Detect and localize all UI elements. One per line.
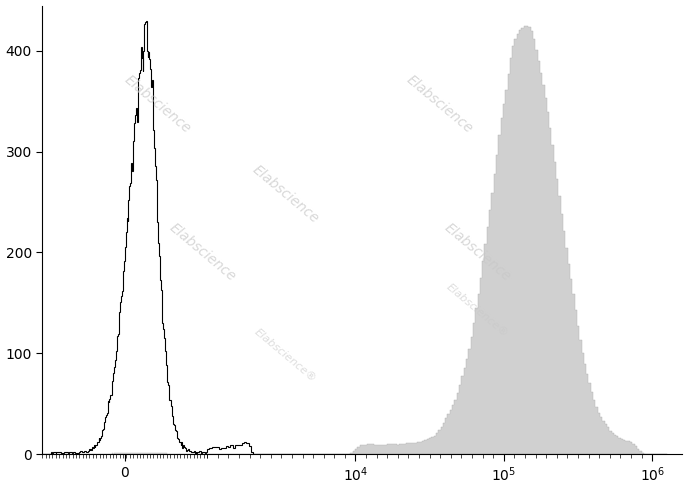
Text: Elabscience®: Elabscience®	[252, 327, 319, 384]
Text: Elabscience: Elabscience	[403, 73, 475, 136]
Text: Elabscience: Elabscience	[250, 162, 321, 225]
Text: Elabscience: Elabscience	[166, 220, 238, 284]
Text: Elabscience: Elabscience	[122, 73, 193, 136]
Text: Elabscience: Elabscience	[442, 220, 513, 284]
Text: Elabscience®: Elabscience®	[445, 282, 510, 339]
